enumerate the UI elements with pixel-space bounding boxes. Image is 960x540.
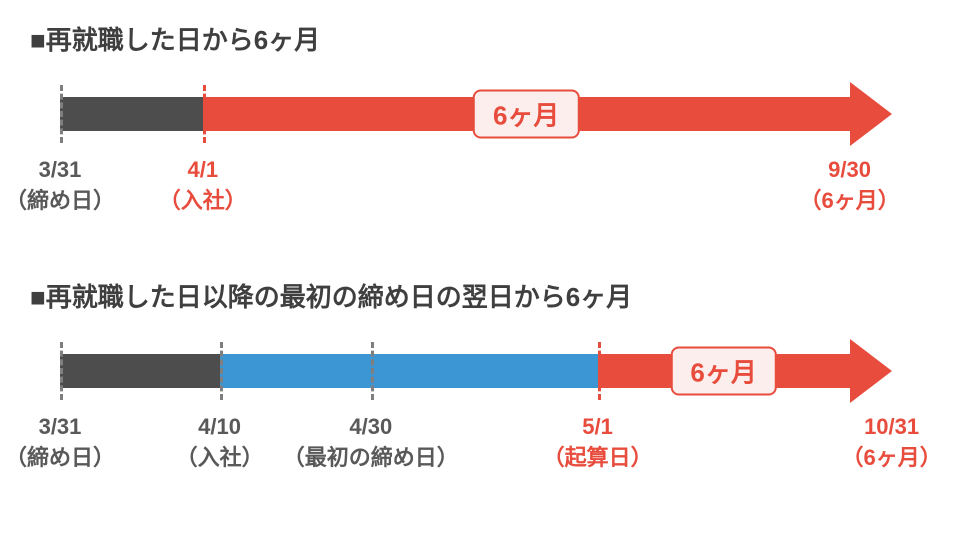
bar-track: 6ヶ月 xyxy=(60,97,900,131)
bar-segment xyxy=(220,354,598,388)
date-label: 10/31（6ヶ月） xyxy=(841,412,941,474)
marker-line xyxy=(371,342,374,400)
label-date: 4/1 xyxy=(159,155,247,186)
section-2-title: ■再就職した日以降の最初の締め日の翌日から6ヶ月 xyxy=(30,277,930,314)
duration-badge: 6ヶ月 xyxy=(473,90,579,139)
marker-line xyxy=(850,85,853,143)
label-desc: （6ヶ月） xyxy=(799,186,899,217)
section-1: ■再就職した日から6ヶ月 6ヶ月3/31（締め日）4/1（入社）9/30（6ヶ月… xyxy=(30,20,930,237)
arrowhead-icon xyxy=(850,339,892,403)
label-date: 3/31 xyxy=(5,155,115,186)
bar-track: 6ヶ月 xyxy=(60,354,900,388)
label-desc: （起算日） xyxy=(543,443,653,474)
label-date: 9/30 xyxy=(799,155,899,186)
marker-line xyxy=(850,342,853,400)
timeline-2: 6ヶ月3/31（締め日）4/10（入社）4/30（最初の締め日）5/1（起算日）… xyxy=(60,334,900,494)
timeline-1: 6ヶ月3/31（締め日）4/1（入社）9/30（6ヶ月） xyxy=(60,77,900,237)
label-date: 4/30 xyxy=(283,412,459,443)
marker-line xyxy=(60,85,63,143)
date-label: 4/1（入社） xyxy=(159,155,247,217)
date-label: 3/31（締め日） xyxy=(5,412,115,474)
duration-badge: 6ヶ月 xyxy=(670,347,776,396)
label-desc: （締め日） xyxy=(5,443,115,474)
section-2: ■再就職した日以降の最初の締め日の翌日から6ヶ月 6ヶ月3/31（締め日）4/1… xyxy=(30,277,930,494)
marker-line xyxy=(598,342,601,400)
marker-line xyxy=(220,342,223,400)
label-desc: （入社） xyxy=(159,186,247,217)
date-label: 4/30（最初の締め日） xyxy=(283,412,459,474)
date-label: 5/1（起算日） xyxy=(543,412,653,474)
label-desc: （6ヶ月） xyxy=(841,443,941,474)
section-1-title: ■再就職した日から6ヶ月 xyxy=(30,20,930,57)
date-label: 9/30（6ヶ月） xyxy=(799,155,899,217)
arrowhead-icon xyxy=(850,82,892,146)
label-desc: （入社） xyxy=(176,443,264,474)
label-date: 10/31 xyxy=(841,412,941,443)
marker-line xyxy=(60,342,63,400)
label-desc: （最初の締め日） xyxy=(283,443,459,474)
marker-line xyxy=(203,85,206,143)
bar-segment xyxy=(60,97,203,131)
label-date: 5/1 xyxy=(543,412,653,443)
label-date: 4/10 xyxy=(176,412,264,443)
label-date: 3/31 xyxy=(5,412,115,443)
date-label: 3/31（締め日） xyxy=(5,155,115,217)
date-label: 4/10（入社） xyxy=(176,412,264,474)
label-desc: （締め日） xyxy=(5,186,115,217)
bar-segment xyxy=(60,354,220,388)
